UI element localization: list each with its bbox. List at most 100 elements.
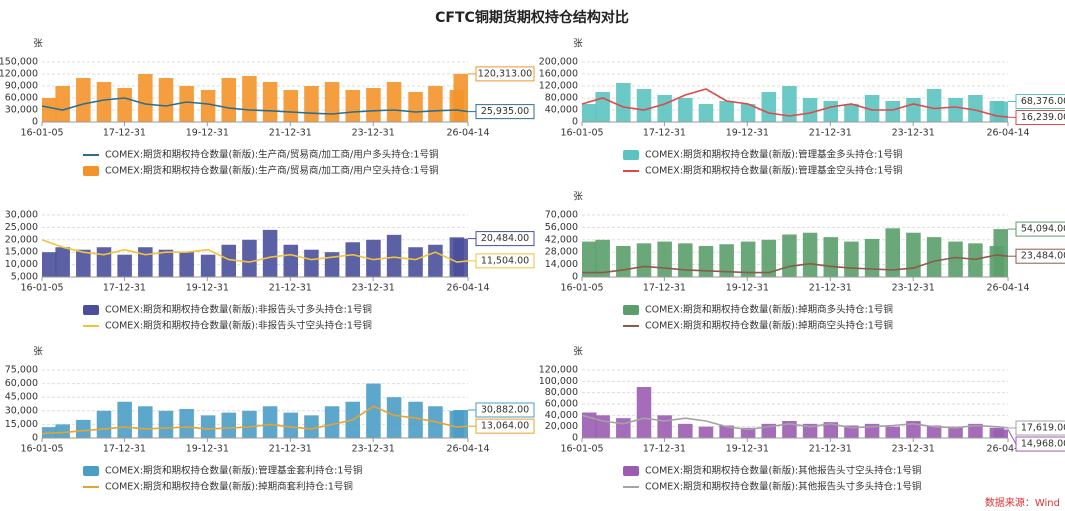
x-tick-label: 17-12-31 [643,444,686,455]
legend-label: COMEX:期货和期权持仓数量(新版):生产商/贸易商/加工商/用户多头持仓:1… [105,149,438,161]
legend-label: COMEX:期货和期权持仓数量(新版):掉期商空头持仓:1号铜 [645,320,893,332]
x-tick-label: 19-12-31 [726,444,769,455]
bar [616,246,631,277]
bar [582,241,597,277]
bar [117,254,132,277]
bar [885,426,901,438]
bar [948,426,963,438]
bar [200,415,216,438]
bar [200,254,216,277]
x-tick-label: 23-12-31 [352,283,395,294]
bar [844,104,859,122]
bar [76,78,91,122]
bar [636,387,652,438]
y-tick-label: 0 [572,272,578,283]
y-tick-label: 42,000 [545,234,578,245]
bar [55,424,70,438]
bar [42,252,57,277]
bar [366,88,381,122]
x-tick-label: 23-12-31 [892,444,935,455]
bar [283,90,299,122]
legend-label: COMEX:期货和期权持仓数量(新版):管理基金套利持仓:1号铜 [105,465,362,477]
bar [221,412,237,438]
bar [698,426,714,438]
y-tick-label: 25,000 [5,222,38,233]
bar [324,82,340,122]
x-tick-label: 19-12-31 [186,444,229,455]
bar [864,95,880,122]
y-tick-label: 70,000 [545,210,578,221]
bar [948,98,963,122]
bar [55,86,70,122]
y-tick-label: 5,000 [11,272,38,283]
bar [96,82,112,122]
bar [948,241,963,277]
y-tick-label: 0 [32,117,38,128]
x-tick-label: 21-12-31 [809,283,852,294]
value-label: 120,313.00 [478,68,532,79]
legend-label: COMEX:期货和期权持仓数量(新版):非报告头寸多头持仓:1号铜 [105,304,372,316]
y-tick-label: 120,000 [539,365,578,376]
x-tick-label: 19-12-31 [726,128,769,139]
bar [55,247,70,277]
y-tick-label: 15,000 [5,247,38,258]
bar [76,249,91,277]
bar [657,241,672,277]
x-tick-label: 21-12-31 [269,128,312,139]
bar [42,98,57,122]
bar [158,78,174,122]
bar [698,104,714,122]
bar [408,247,423,277]
bar [582,104,597,122]
y-tick-label: 200,000 [539,57,578,68]
bar [158,410,174,438]
x-tick-label: 19-12-31 [186,283,229,294]
y-tick-label: 75,000 [5,365,38,376]
value-label: 16,239.00 [1021,112,1065,123]
page-title: CFTC铜期货期权持仓结构对比 [435,9,629,26]
legend-swatch [623,305,639,315]
bar [678,98,693,122]
bar [968,95,983,122]
y-tick-label: 56,000 [545,222,578,233]
x-tick-label: 21-12-31 [269,444,312,455]
y-tick-label: 30,000 [5,210,38,221]
bar [906,98,921,122]
bar [616,418,631,438]
bar [740,104,756,122]
bar [200,90,216,122]
bar [324,406,340,438]
y-tick-label: 20,000 [545,421,578,432]
legend-label: COMEX:期货和期权持仓数量(新版):生产商/贸易商/加工商/用户空头持仓:1… [105,165,438,177]
y-tick-label: 30,000 [5,405,38,416]
y-tick-label: 40,000 [545,105,578,116]
legend-swatch [623,150,639,160]
bar [345,242,361,277]
y-tick-label: 20,000 [5,234,38,245]
x-tick-label: 16-01-05 [560,128,603,139]
bar [221,244,237,277]
bar [993,101,1008,122]
bar [844,425,859,438]
y-tick-label: 60,000 [5,378,38,389]
bar [408,92,423,122]
bar [678,423,693,438]
bar [616,83,631,122]
bar [926,425,942,438]
value-label: 13,064.00 [481,421,529,432]
value-label: 17,619.00 [1021,423,1065,434]
y-tick-label: 120,000 [539,81,578,92]
bar [242,410,257,438]
x-tick-label: 23-12-31 [892,128,935,139]
x-tick-label: 23-12-31 [892,283,935,294]
bar [428,244,443,277]
bar [968,423,983,438]
line [41,97,469,115]
bar [428,86,443,122]
y-tick-label: 60,000 [5,93,38,104]
bar [802,232,818,277]
y-tick-label: 80,000 [545,387,578,398]
bar [968,243,983,277]
x-tick-label: 23-12-31 [352,128,395,139]
x-tick-label: 19-12-31 [186,128,229,139]
